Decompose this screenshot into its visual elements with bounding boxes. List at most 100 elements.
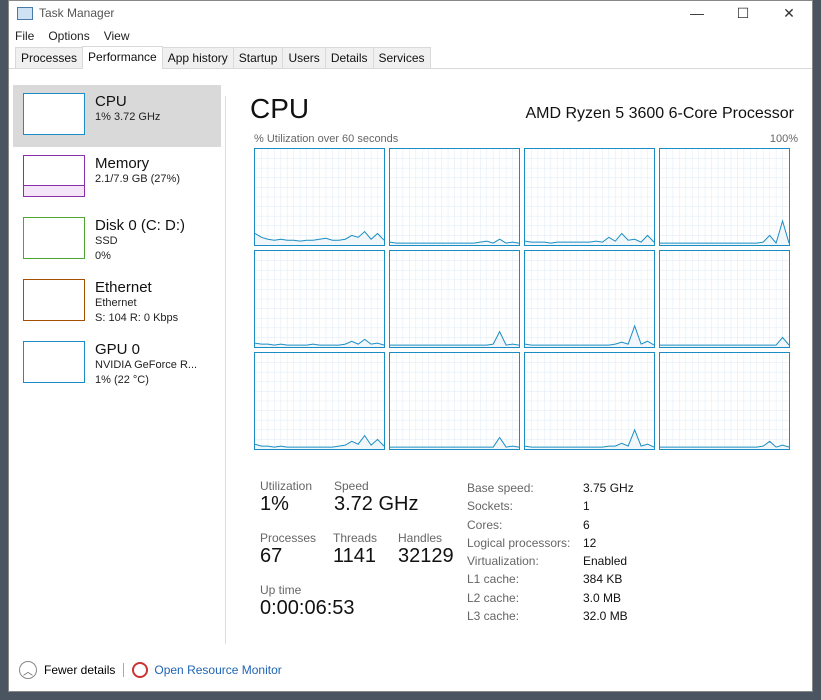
fewer-details-button[interactable]: Fewer details (44, 663, 116, 677)
spec-label: L2 cache: (467, 590, 520, 605)
spec-row: Cores: 6 (467, 516, 707, 534)
mini-graph (23, 279, 85, 321)
sidebar-item-detail: 2.1/7.9 GB (27%) (95, 173, 180, 185)
maximize-button[interactable]: ☐ (736, 4, 750, 21)
sidebar-item-cpu[interactable]: CPU 1% 3.72 GHz (13, 85, 221, 147)
spec-row: L3 cache: 32.0 MB (467, 607, 707, 625)
core-utilization-line (255, 230, 384, 242)
speed-value: 3.72 GHz (334, 493, 419, 515)
tab-app-history[interactable]: App history (161, 47, 234, 68)
tab-users[interactable]: Users (282, 47, 326, 68)
menu-file[interactable]: File (15, 29, 35, 43)
spec-label: Base speed: (467, 481, 534, 495)
close-button[interactable]: ✕ (783, 4, 795, 21)
spec-label: Virtualization: (467, 554, 539, 569)
core-graphs (254, 148, 790, 450)
core-utilization-line (525, 232, 654, 244)
mini-graph (23, 341, 85, 383)
core-graph (524, 352, 655, 450)
core-graph (389, 352, 520, 450)
sidebar-item-detail: Ethernet (95, 297, 137, 309)
spec-row: L2 cache: 3.0 MB (467, 589, 707, 607)
sidebar-item-name: CPU (95, 93, 127, 110)
mini-graph (23, 217, 85, 259)
sidebar-item-detail: SSD (95, 235, 118, 247)
sidebar-item-name: Disk 0 (C: D:) (95, 217, 185, 234)
tab-processes[interactable]: Processes (15, 47, 84, 68)
threads-value: 1141 (333, 545, 377, 567)
core-utilization-line (390, 330, 519, 346)
speed-label: Speed (334, 479, 369, 493)
mini-graph (23, 155, 85, 197)
spec-value: 32.0 MB (583, 609, 628, 624)
page-title: CPU (250, 93, 310, 124)
footer: ︿ Fewer details Open Resource Monitor (19, 661, 282, 679)
sidebar-item-ethernet[interactable]: Ethernet Ethernet S: 104 R: 0 Kbps (13, 271, 221, 333)
sidebar-item-detail: 0% (95, 250, 111, 262)
sidebar-item-name: Memory (95, 155, 150, 172)
task-manager-icon (17, 6, 33, 20)
core-utilization-line (660, 440, 789, 448)
core-graph (254, 352, 385, 450)
sidebar-item-disk[interactable]: Disk 0 (C: D:) SSD 0% (13, 209, 221, 271)
sidebar-item-memory[interactable]: Memory 2.1/7.9 GB (27%) (13, 147, 221, 209)
sidebar-item-gpu[interactable]: GPU 0 NVIDIA GeForce R... 1% (22 °C) (13, 333, 221, 395)
spec-value: 3.75 GHz (583, 481, 634, 495)
core-utilization-area (525, 429, 654, 449)
spec-label: Logical processors: (467, 535, 571, 550)
tab-performance[interactable]: Performance (82, 46, 163, 69)
core-utilization-line (390, 238, 519, 244)
core-utilization-line (390, 436, 519, 448)
handles-label: Handles (398, 531, 443, 545)
uptime-value: 0:00:06:53 (260, 597, 355, 619)
cpu-specs: Base speed: 3.75 GHz Sockets: 1 Cores: 6 Logic… (467, 479, 707, 625)
minimize-button[interactable]: — (690, 5, 704, 21)
core-utilization-area (255, 231, 384, 245)
spec-label: L3 cache: (467, 609, 520, 624)
core-graph (254, 250, 385, 348)
handles-value: 32129 (398, 545, 454, 567)
spec-label: L1 cache: (467, 572, 520, 587)
sidebar-item-detail: 1% 3.72 GHz (95, 111, 161, 123)
tab-details[interactable]: Details (324, 47, 374, 68)
spec-row: L1 cache: 384 KB (467, 570, 707, 588)
tab-startup[interactable]: Startup (232, 47, 284, 68)
spec-row: Virtualization: Enabled (467, 552, 707, 570)
core-utilization-area (390, 437, 519, 449)
utilization-label: Utilization (260, 479, 313, 493)
sidebar-item-detail: 1% (22 °C) (95, 374, 149, 386)
title-bar: Task Manager — ☐ ✕ (9, 1, 812, 25)
core-utilization-area (525, 325, 654, 347)
core-graph (659, 352, 790, 450)
core-graph (524, 148, 655, 246)
core-utilization-line (525, 428, 654, 448)
core-graph (524, 250, 655, 348)
menu-options[interactable]: Options (48, 29, 90, 43)
core-graph (659, 148, 790, 246)
chevron-up-icon[interactable]: ︿ (19, 661, 37, 679)
divider (225, 96, 226, 644)
core-utilization-line (660, 336, 789, 346)
core-graph (254, 148, 385, 246)
spec-value: 6 (583, 517, 590, 532)
spec-row: Sockets: 1 (467, 497, 707, 515)
menu-view[interactable]: View (103, 29, 130, 43)
spec-label: Cores: (467, 517, 503, 532)
spec-row: Base speed: 3.75 GHz (467, 479, 707, 497)
spec-value: Enabled (583, 554, 628, 569)
resource-monitor-icon (132, 662, 149, 678)
sidebar-item-detail: NVIDIA GeForce R... (95, 359, 198, 371)
tab-services[interactable]: Services (372, 47, 431, 68)
core-graph (659, 250, 790, 348)
window-title: Task Manager (39, 6, 115, 20)
sidebar-item-detail: S: 104 R: 0 Kbps (95, 312, 179, 324)
spec-value: 1 (583, 499, 590, 514)
open-resource-monitor-link[interactable]: Open Resource Monitor (154, 663, 282, 677)
processes-label: Processes (260, 531, 317, 545)
core-graph (389, 250, 520, 348)
core-utilization-line (255, 434, 384, 448)
spec-row: Logical processors: 12 (467, 534, 707, 552)
processes-value: 67 (260, 545, 283, 567)
core-utilization-area (255, 435, 384, 449)
sidebar-item-name: Ethernet (95, 279, 152, 296)
